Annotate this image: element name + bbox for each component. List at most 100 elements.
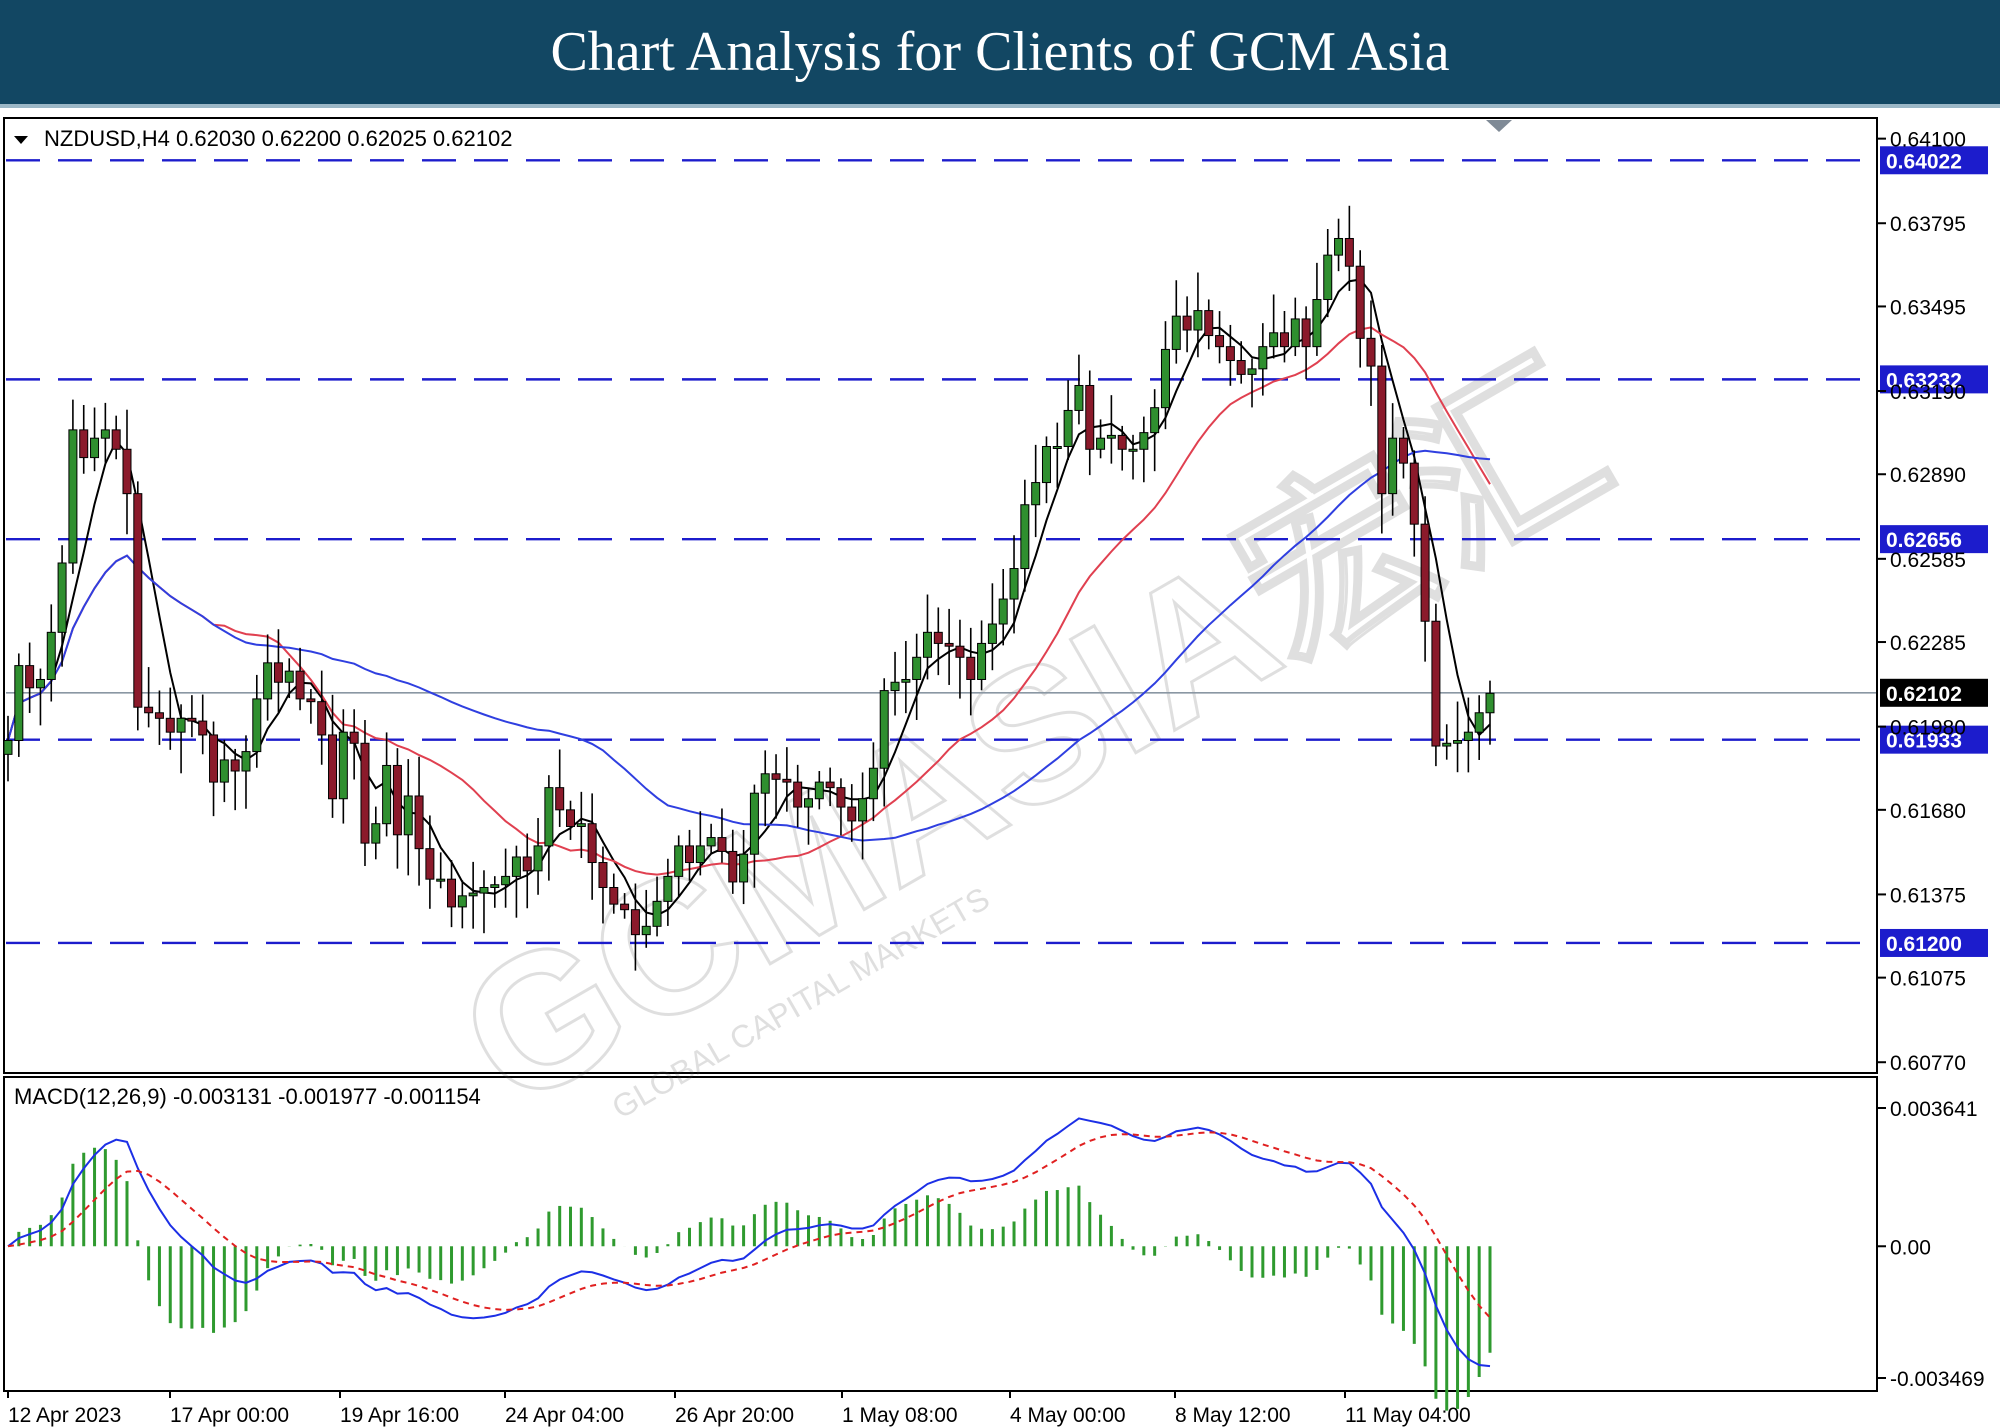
candle[interactable] (1009, 568, 1019, 600)
candle[interactable] (57, 562, 67, 633)
candle[interactable] (814, 781, 824, 800)
candle[interactable] (3, 739, 13, 755)
collapse-triangle-icon[interactable] (14, 136, 28, 144)
candle[interactable] (576, 823, 586, 827)
candle[interactable] (1258, 346, 1268, 370)
candle[interactable] (652, 900, 662, 927)
candle[interactable] (587, 823, 597, 864)
candle[interactable] (1128, 448, 1138, 452)
candle[interactable] (749, 792, 759, 855)
candle[interactable] (306, 698, 316, 703)
candle[interactable] (1366, 337, 1376, 367)
candle[interactable] (1388, 437, 1398, 495)
candle[interactable] (35, 678, 45, 689)
candle[interactable] (944, 642, 954, 647)
candle[interactable] (273, 662, 283, 683)
candle[interactable] (425, 848, 435, 880)
candle[interactable] (1215, 335, 1225, 348)
candle[interactable] (890, 681, 900, 692)
candle[interactable] (933, 631, 943, 644)
candle[interactable] (392, 764, 402, 836)
candle[interactable] (803, 798, 813, 808)
candle[interactable] (349, 731, 359, 744)
candle[interactable] (68, 429, 78, 564)
candle[interactable] (1171, 315, 1181, 350)
candle[interactable] (793, 781, 803, 808)
candle[interactable] (46, 631, 56, 680)
candle[interactable] (176, 717, 186, 733)
candle[interactable] (511, 856, 521, 877)
candle[interactable] (468, 892, 478, 897)
candle[interactable] (1236, 360, 1246, 375)
candle[interactable] (198, 720, 208, 736)
candle[interactable] (1182, 315, 1192, 331)
candle[interactable] (111, 429, 121, 450)
candle[interactable] (479, 886, 489, 894)
candle[interactable] (598, 862, 608, 888)
candle[interactable] (1409, 462, 1419, 525)
candle[interactable] (219, 759, 229, 783)
candle[interactable] (522, 856, 532, 872)
candle[interactable] (1453, 739, 1463, 744)
candle[interactable] (1085, 384, 1095, 450)
candle[interactable] (1344, 237, 1354, 267)
candle[interactable] (1355, 265, 1365, 339)
candle[interactable] (879, 690, 889, 769)
candle[interactable] (1225, 346, 1235, 362)
candle[interactable] (836, 787, 846, 808)
candle[interactable] (1377, 365, 1387, 495)
candle[interactable] (977, 642, 987, 680)
candle[interactable] (663, 875, 673, 902)
candle[interactable] (1031, 482, 1041, 506)
candle[interactable] (1096, 437, 1106, 450)
candle[interactable] (987, 623, 997, 644)
candle[interactable] (620, 903, 630, 911)
candle[interactable] (501, 875, 511, 886)
candle[interactable] (1106, 434, 1116, 439)
candle[interactable] (25, 665, 35, 689)
candle[interactable] (609, 886, 619, 905)
candle[interactable] (1334, 237, 1344, 256)
candle[interactable] (1431, 620, 1441, 747)
candle[interactable] (187, 717, 197, 722)
candle[interactable] (901, 678, 911, 683)
candle[interactable] (1204, 310, 1214, 337)
candle[interactable] (706, 837, 716, 847)
candle[interactable] (1442, 742, 1452, 747)
candle[interactable] (955, 645, 965, 658)
candle[interactable] (1485, 692, 1495, 714)
candle[interactable] (825, 781, 835, 789)
candle[interactable] (338, 731, 348, 800)
candle[interactable] (328, 734, 338, 800)
candle[interactable] (1290, 318, 1300, 348)
candle[interactable] (490, 884, 500, 888)
candle[interactable] (544, 787, 554, 847)
candle[interactable] (1139, 432, 1149, 450)
candle[interactable] (1323, 254, 1333, 301)
candle[interactable] (1193, 310, 1203, 331)
candle[interactable] (1301, 318, 1311, 348)
candle[interactable] (630, 909, 640, 936)
candle[interactable] (739, 853, 749, 883)
candle[interactable] (1312, 299, 1322, 348)
candle[interactable] (847, 806, 857, 822)
candle[interactable] (360, 742, 370, 844)
candle[interactable] (100, 429, 110, 439)
candle[interactable] (317, 701, 327, 736)
candle[interactable] (641, 925, 651, 936)
candle[interactable] (382, 764, 392, 825)
candle[interactable] (674, 845, 684, 877)
candle[interactable] (555, 787, 565, 811)
candle[interactable] (122, 448, 132, 495)
candle[interactable] (371, 823, 381, 844)
candle[interactable] (230, 759, 240, 772)
candle[interactable] (728, 850, 738, 883)
candle[interactable] (436, 878, 446, 882)
candle[interactable] (1269, 332, 1279, 348)
candle[interactable] (284, 670, 294, 683)
candle[interactable] (717, 837, 727, 852)
candle[interactable] (457, 895, 467, 908)
candle[interactable] (1020, 504, 1030, 570)
candle[interactable] (263, 662, 273, 700)
price-chart[interactable]: GCMASIA宏汇 GLOBAL CAPITAL MARKETS 0.64022… (0, 108, 2000, 1428)
